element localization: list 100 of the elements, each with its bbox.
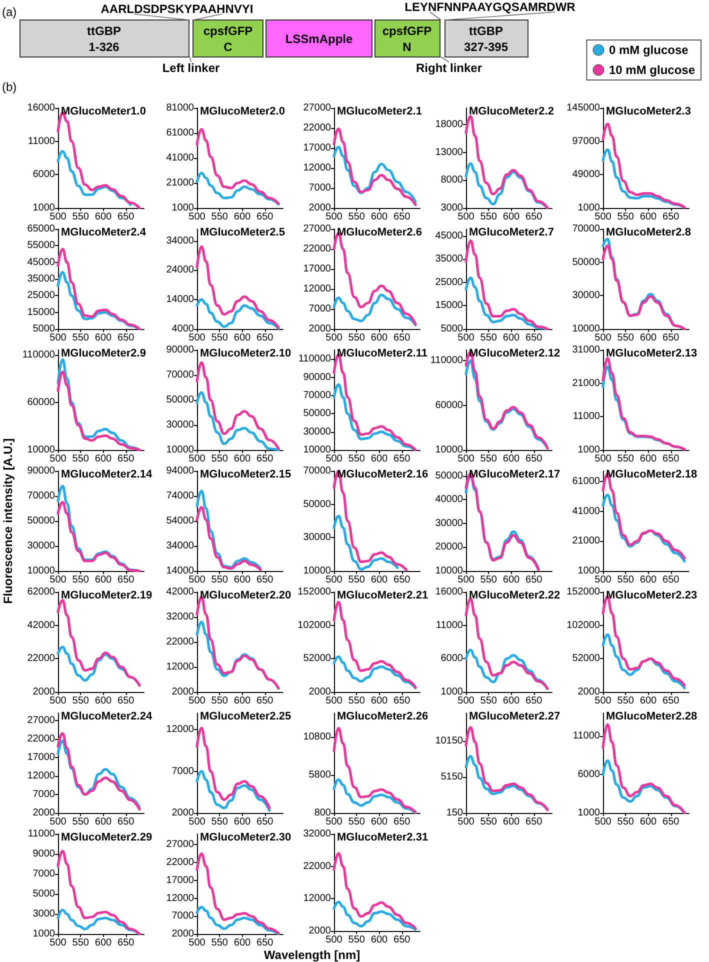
x-tick-label: 550 [72, 696, 90, 706]
y-tick-label: 10000 [27, 566, 56, 576]
y-tick-label: 22000 [303, 244, 332, 254]
x-tick-label: 550 [211, 574, 228, 586]
y-tick-label: 54000 [166, 516, 194, 526]
x-tick-label: 500 [50, 696, 67, 706]
y-tick-label: 10000 [303, 566, 332, 576]
x-tick-label: 600 [234, 938, 252, 948]
y-tick-label: 97000 [572, 136, 600, 147]
y-tick-label: 18000 [435, 119, 464, 130]
x-tick-label: 550 [480, 816, 498, 828]
line-series [332, 383, 417, 452]
y-tick-label: 31000 [572, 344, 600, 356]
x-tick-label: 650 [394, 454, 411, 464]
chart-title: MGlucoMeter2.4 [61, 226, 147, 238]
y-tick-label: 50000 [572, 256, 600, 268]
x-tick-label: 500 [50, 574, 67, 586]
y-tick-label: 12000 [166, 892, 194, 904]
line-series [56, 599, 141, 687]
x-tick-label: 650 [256, 212, 274, 222]
line-series [196, 770, 271, 812]
x-tick-label: 550 [348, 934, 366, 946]
x-tick-label: 650 [394, 816, 411, 828]
line-series [56, 500, 141, 572]
y-tick-label: 11000 [572, 730, 600, 742]
x-tick-label: 500 [458, 696, 475, 706]
x-tick-label: 500 [188, 816, 206, 828]
x-tick-label: 600 [94, 574, 112, 586]
y-tick-label: 15000 [435, 300, 464, 312]
x-tick-label: 500 [326, 696, 343, 706]
y-tick-label: 5000 [440, 324, 464, 334]
chart-title: MGlucoMeter2.5 [200, 226, 285, 238]
x-tick-label: 650 [662, 332, 680, 344]
y-tick-label: 27000 [303, 102, 332, 114]
chart-title: MGlucoMeter2.26 [337, 710, 428, 722]
chart-title: MGlucoMeter2.18 [606, 468, 698, 480]
y-tick-label: 14000 [166, 294, 194, 306]
chart-title: MGlucoMeter2.20 [200, 590, 292, 602]
text: cpsfGFP [382, 24, 432, 38]
y-tick-label: 10000 [435, 566, 464, 576]
x-tick-label: 550 [72, 332, 90, 344]
y-tick-label: 34000 [166, 235, 194, 246]
y-tick-label: 50000 [27, 516, 56, 526]
x-tick-label: 650 [118, 332, 135, 344]
x-tick-label: 550 [348, 816, 366, 828]
y-tick-label: 7000 [172, 910, 194, 922]
line-series [196, 298, 280, 330]
x-tick-label: 500 [50, 816, 67, 828]
y-tick-label: 2000 [308, 926, 332, 936]
y-tick-label: 21000 [166, 178, 194, 188]
x-tick-label: 500 [50, 332, 67, 344]
chart-title: MGlucoMeter2.27 [469, 710, 560, 722]
x-tick-label: 650 [394, 332, 411, 344]
line-series [332, 778, 417, 814]
y-tick-label: 150 [446, 808, 464, 818]
line-series [332, 514, 399, 571]
y-tick-label: 50000 [435, 470, 464, 482]
x-tick-label: 600 [370, 816, 388, 828]
text: AARLDSDPSKYPAAHNVYI [100, 2, 254, 16]
y-tick-label: 10000 [572, 324, 600, 334]
x-tick-label: 600 [234, 212, 252, 222]
y-tick-label: 12000 [303, 162, 332, 174]
y-tick-label: 2000 [172, 686, 194, 698]
x-tick-label: 600 [502, 212, 520, 222]
line-series [332, 852, 417, 930]
x-tick-label: 500 [594, 332, 612, 344]
x-tick-label: 600 [640, 816, 658, 828]
y-tick-label: 45000 [435, 230, 464, 242]
x-tick-label: 500 [326, 332, 343, 344]
y-tick-label: 61000 [166, 128, 194, 138]
y-tick-label: 17000 [303, 264, 332, 274]
x-tick-label: 600 [94, 454, 112, 464]
y-tick-label: 145000 [566, 102, 600, 114]
y-tick-label: 74000 [166, 490, 194, 502]
x-tick-label: 600 [502, 332, 520, 344]
y-tick-label: 7000 [172, 766, 194, 777]
y-tick-label: 6000 [440, 653, 464, 664]
y-tick-label: 50000 [303, 408, 332, 420]
x-tick-label: 550 [211, 696, 228, 706]
y-tick-label: 2000 [578, 686, 600, 698]
y-tick-label: 1000 [578, 444, 600, 456]
y-tick-label: 27000 [166, 839, 194, 850]
y-tick-label: 12000 [27, 770, 56, 782]
y-tick-label: 7000 [32, 788, 56, 800]
y-tick-label: 16000 [435, 586, 464, 598]
y-tick-label: 1000 [578, 566, 600, 576]
y-tick-label: 110000 [22, 349, 56, 360]
x-tick-label: 600 [94, 696, 112, 706]
x-tick-label: 600 [502, 816, 520, 828]
y-tick-label: 50000 [303, 498, 332, 510]
x-tick-label: 500 [458, 332, 475, 344]
x-tick-label: 500 [188, 332, 206, 344]
x-tick-label: 650 [118, 938, 135, 948]
y-tick-label: 42000 [27, 620, 56, 631]
x-tick-label: 550 [617, 454, 634, 464]
y-tick-label: 62000 [27, 586, 56, 598]
line-series [196, 852, 280, 935]
y-tick-label: 24000 [166, 264, 194, 276]
y-tick-label: 90000 [27, 466, 56, 476]
line-series [332, 294, 417, 326]
